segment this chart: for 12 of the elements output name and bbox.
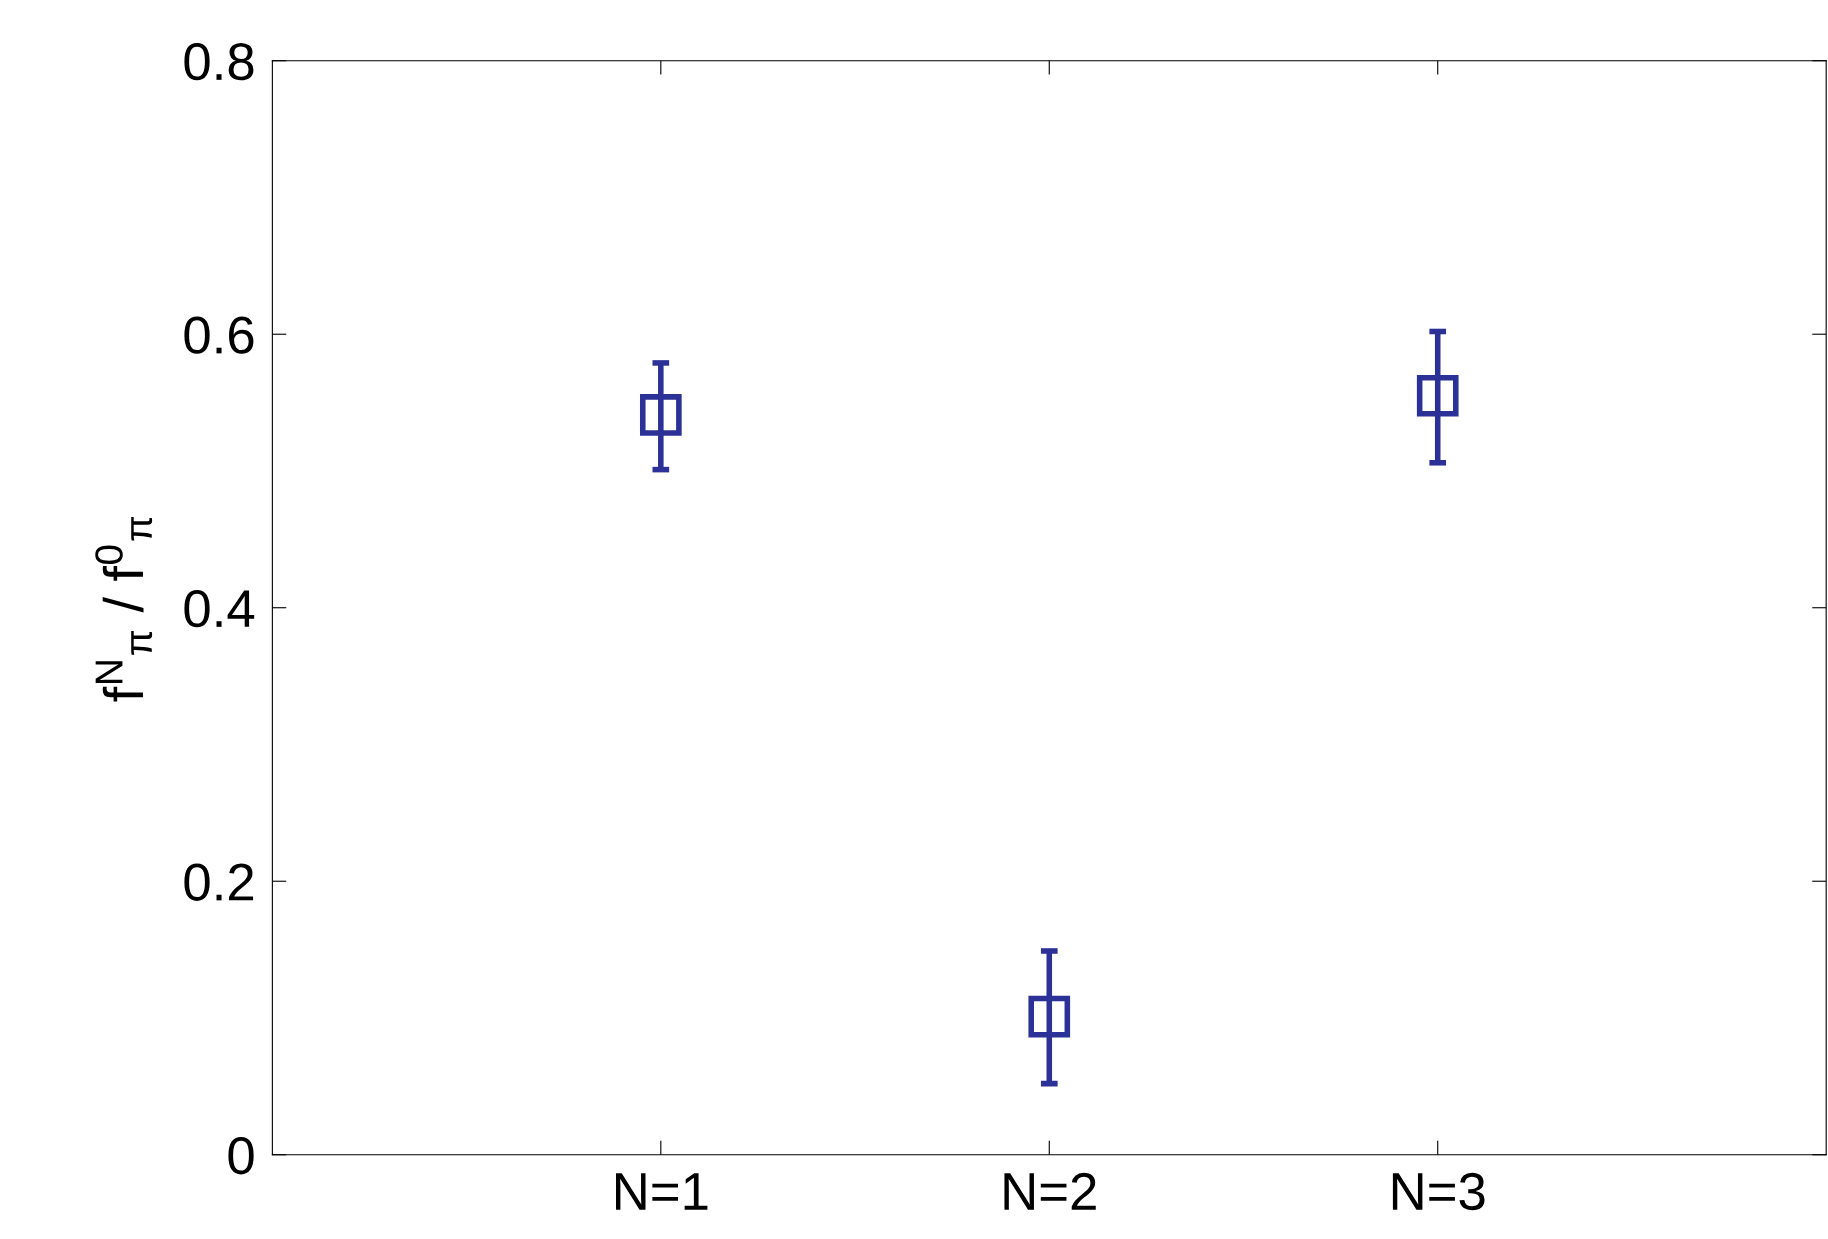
point bbox=[1416, 374, 1459, 417]
y-axis-title: f$^{N}$$_{π}$ / f$^{0}$$_{π}$ bbox=[95, 516, 153, 702]
x-tick-label: N=2 bbox=[1004, 1172, 1096, 1210]
point bbox=[1028, 995, 1071, 1038]
x-tick-label: N=3 bbox=[1392, 1172, 1485, 1211]
point bbox=[639, 394, 682, 436]
y-tick-label: 0.6 bbox=[184, 316, 254, 354]
x-tick-label: N=1 bbox=[616, 1173, 708, 1210]
y-tick-label: 0.8 bbox=[184, 42, 254, 81]
y-tick-label: 0 bbox=[228, 1137, 254, 1175]
y-tick-label: 0.4 bbox=[184, 590, 255, 628]
y-tick-label: 0.2 bbox=[184, 863, 254, 901]
